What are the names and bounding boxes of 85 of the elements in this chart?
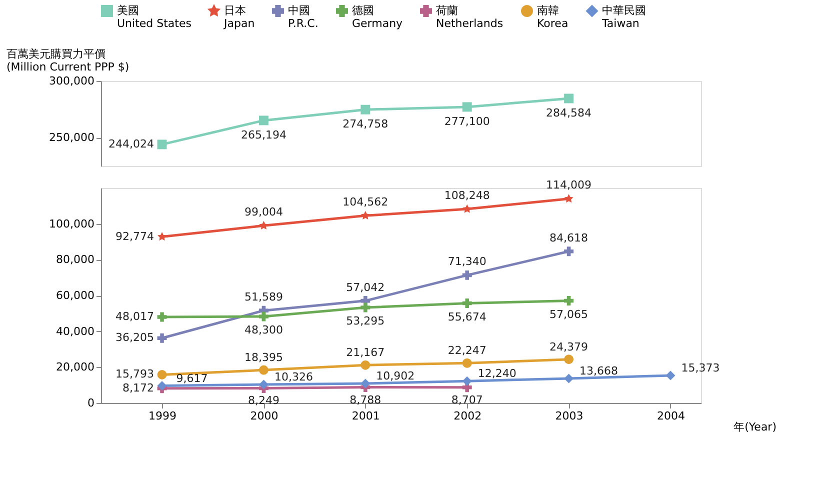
legend-label: 荷蘭 Netherlands bbox=[436, 4, 504, 30]
point bbox=[360, 302, 370, 312]
data-label: 8,707 bbox=[451, 393, 483, 406]
point bbox=[462, 358, 472, 368]
data-label: 92,774 bbox=[116, 230, 154, 243]
point bbox=[157, 370, 167, 380]
data-label: 99,004 bbox=[244, 206, 283, 219]
y-tick-label: 250,000 bbox=[49, 131, 94, 144]
data-label: 108,248 bbox=[444, 189, 490, 202]
point bbox=[157, 140, 167, 150]
x-tick-label: 1999 bbox=[148, 410, 177, 422]
data-label: 48,300 bbox=[244, 323, 283, 336]
y-tick-label: 40,000 bbox=[56, 324, 94, 338]
legend-label: 德國 Germany bbox=[352, 4, 404, 30]
data-label: 265,194 bbox=[240, 128, 286, 142]
point bbox=[564, 94, 574, 104]
point bbox=[158, 232, 167, 241]
data-label: 57,065 bbox=[550, 308, 588, 321]
legend-label: 美國 United States bbox=[117, 4, 192, 30]
data-label: 71,340 bbox=[448, 255, 486, 268]
point bbox=[564, 246, 574, 256]
y-tick-label: 300,000 bbox=[49, 74, 94, 88]
y-tick-label: 80,000 bbox=[56, 253, 94, 266]
data-label: 18,395 bbox=[244, 351, 283, 364]
data-label: 15,793 bbox=[116, 368, 154, 381]
data-label: 51,589 bbox=[244, 290, 283, 304]
y-tick-label: 100,000 bbox=[49, 217, 94, 230]
legend-label: 日本 Japan bbox=[223, 4, 255, 30]
data-label: 36,205 bbox=[116, 331, 154, 344]
point bbox=[666, 370, 676, 380]
data-label: 55,674 bbox=[448, 310, 486, 324]
data-label: 274,758 bbox=[342, 118, 388, 131]
data-label: 9,617 bbox=[176, 372, 208, 385]
data-label: 10,326 bbox=[274, 370, 313, 384]
point bbox=[360, 210, 370, 220]
point bbox=[360, 360, 370, 370]
data-label: 24,379 bbox=[550, 340, 588, 354]
data-label: 8,249 bbox=[248, 394, 280, 408]
data-label: 104,562 bbox=[342, 196, 388, 209]
y-axis-title: 百萬美元購買力平價 (Million Current PPP $) bbox=[6, 48, 130, 74]
data-label: 114,009 bbox=[546, 178, 592, 192]
data-label: 84,618 bbox=[550, 231, 588, 244]
data-label: 53,295 bbox=[346, 314, 385, 328]
data-label: 10,902 bbox=[376, 369, 415, 382]
point bbox=[360, 104, 370, 114]
data-label: 22,247 bbox=[448, 344, 486, 358]
point bbox=[258, 365, 268, 375]
data-label: 244,024 bbox=[108, 137, 154, 150]
data-label: 8,172 bbox=[122, 381, 154, 394]
data-label: 21,167 bbox=[346, 346, 385, 360]
point bbox=[564, 296, 574, 306]
data-label: 277,100 bbox=[444, 114, 490, 128]
point bbox=[564, 354, 574, 364]
data-label: 15,373 bbox=[681, 361, 720, 374]
point bbox=[258, 116, 268, 126]
y-tick-label: 20,000 bbox=[56, 360, 94, 374]
x-tick-label: 2003 bbox=[555, 410, 584, 422]
data-label: 13,668 bbox=[580, 364, 618, 378]
x-tick-label: 2000 bbox=[250, 410, 278, 422]
x-axis-title: 年(Year) bbox=[734, 420, 776, 434]
point bbox=[157, 312, 167, 322]
x-tick-label: 2001 bbox=[352, 410, 380, 422]
data-label: 284,584 bbox=[546, 106, 592, 120]
point bbox=[360, 378, 370, 388]
point bbox=[462, 270, 472, 280]
legend-label: 中國 P.R.C. bbox=[288, 4, 318, 30]
point bbox=[564, 194, 574, 203]
point bbox=[462, 102, 472, 112]
point bbox=[462, 376, 472, 386]
point bbox=[157, 381, 167, 391]
point bbox=[258, 380, 268, 390]
legend-label: 南韓 Korea bbox=[537, 4, 568, 30]
data-label: 57,042 bbox=[346, 280, 385, 294]
data-label: 8,788 bbox=[350, 393, 382, 406]
legend-label: 中華民國 Taiwan bbox=[601, 4, 646, 30]
data-label: 12,240 bbox=[478, 367, 516, 380]
point bbox=[157, 333, 167, 343]
y-tick-label: 0 bbox=[88, 396, 94, 410]
data-label: 48,017 bbox=[116, 310, 154, 323]
x-tick-label: 2002 bbox=[454, 410, 482, 422]
y-tick-label: 60,000 bbox=[56, 289, 94, 302]
x-tick-label: 2004 bbox=[656, 410, 685, 422]
point bbox=[462, 298, 472, 308]
point bbox=[258, 312, 268, 322]
point bbox=[564, 374, 574, 384]
